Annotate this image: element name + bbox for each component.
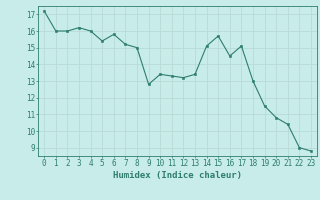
X-axis label: Humidex (Indice chaleur): Humidex (Indice chaleur) xyxy=(113,171,242,180)
